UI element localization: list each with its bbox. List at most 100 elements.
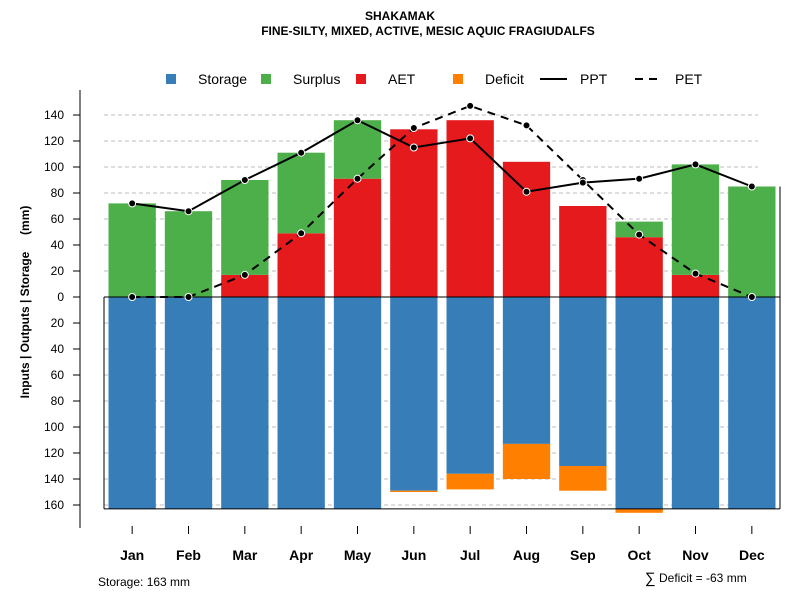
storage-bar (559, 297, 607, 466)
x-tick-label: Apr (289, 547, 314, 563)
y-tick-label: 40 (51, 238, 65, 252)
ppt-point (466, 134, 475, 143)
aet-bar (615, 237, 663, 297)
surplus-bar (164, 211, 213, 297)
legend-label-aet: AET (388, 71, 416, 87)
deficit-footer: Deficit = -63 mm (659, 571, 747, 585)
aet-bar (277, 233, 325, 297)
legend-label-storage: Storage (198, 71, 247, 87)
legend-label-pet: PET (675, 71, 703, 87)
surplus-bar (108, 203, 156, 297)
legend-swatch-surplus (261, 74, 271, 84)
aet-bar (446, 120, 494, 297)
ppt-point (691, 160, 700, 169)
storage-bar (221, 297, 269, 509)
ppt-point (578, 178, 587, 187)
pet-point (353, 174, 362, 183)
legend-swatch-storage (166, 74, 176, 84)
y-tick-label: 0 (57, 290, 64, 304)
y-axis-label: Inputs | Outputs | Storage (mm) (18, 206, 32, 399)
pet-point (128, 293, 137, 301)
ppt-line (132, 119, 753, 213)
y-tick-label: 40 (51, 342, 65, 356)
legend-swatch-deficit (453, 74, 463, 84)
ppt-point (297, 148, 306, 157)
aet-bar (333, 178, 382, 297)
y-tick-label: 120 (44, 446, 64, 460)
axes: 140 120 100 80 60 40 20 0 20 40 60 80 100 120 140 160 Ja… (44, 90, 781, 563)
aet-bar (390, 129, 438, 297)
storage-footer: Storage: 163 mm (98, 575, 190, 589)
x-tick-label: May (344, 547, 371, 563)
deficit-bar (390, 490, 438, 492)
pet-point (635, 230, 644, 239)
pet-point (240, 270, 249, 279)
legend-label-ppt: PPT (580, 71, 608, 87)
chart-title: SHAKAMAK (365, 9, 435, 23)
storage-bar (728, 297, 776, 509)
aet-bar (502, 161, 551, 297)
x-tick-label: Oct (627, 547, 651, 563)
y-tick-label: 60 (51, 368, 65, 382)
pet-point (691, 269, 700, 278)
surplus-bar (277, 152, 325, 234)
x-tick-label: Jan (120, 547, 144, 563)
grid-lines (104, 114, 758, 506)
storage-bar (671, 297, 720, 509)
y-tick-label: 80 (51, 186, 65, 200)
series-lines (128, 101, 756, 301)
storage-bar (615, 297, 663, 509)
x-tick-label: Jul (460, 547, 480, 563)
deficit-bar (502, 443, 551, 479)
aet-bar (671, 274, 720, 297)
legend-label-surplus: Surplus (293, 71, 340, 87)
ppt-point (240, 176, 249, 184)
storage-bar (390, 297, 438, 491)
pet-point (522, 121, 531, 130)
storage-bar (502, 297, 551, 444)
storage-bar (333, 297, 382, 509)
y-tick-label: 140 (44, 108, 64, 122)
x-tick-label: Mar (232, 547, 257, 563)
ppt-point (409, 143, 418, 152)
x-tick-label: Jun (401, 547, 426, 563)
ppt-point (353, 116, 362, 125)
x-tick-label: Nov (682, 547, 709, 563)
x-tick-label: Aug (513, 547, 540, 563)
y-tick-label: 20 (51, 316, 65, 330)
y-tick-label: 120 (44, 134, 64, 148)
storage-bar (277, 297, 325, 509)
y-tick-label: 100 (44, 420, 64, 434)
ppt-point (522, 187, 531, 196)
x-tick-label: Sep (570, 547, 596, 563)
surplus-bar (221, 180, 269, 275)
y-tick-label: 80 (51, 394, 65, 408)
pet-point (466, 101, 475, 110)
y-tick-label: 60 (51, 212, 65, 226)
sum-symbol: ∑ (645, 570, 656, 587)
ppt-point (128, 199, 137, 208)
chart-subtitle: FINE-SILTY, MIXED, ACTIVE, MESIC AQUIC F… (261, 24, 595, 38)
ppt-point (747, 182, 756, 191)
y-tick-label: 100 (44, 160, 64, 174)
surplus-bar (728, 186, 776, 297)
y-tick-label: 160 (44, 498, 64, 512)
storage-bar (108, 297, 156, 509)
deficit-bar (615, 508, 663, 513)
pet-point (184, 293, 193, 301)
storage-bar (164, 297, 213, 509)
pet-point (409, 124, 418, 132)
y-tick-label: 140 (44, 472, 64, 486)
surplus-bar (671, 164, 720, 275)
surplus-bar (615, 221, 663, 238)
deficit-bar (559, 466, 607, 491)
x-tick-label: Dec (739, 547, 765, 563)
pet-line (132, 104, 753, 298)
ppt-point (184, 207, 193, 216)
deficit-bar (446, 473, 494, 490)
y-tick-label: 20 (51, 264, 65, 278)
ppt-point (635, 174, 644, 183)
legend-label-deficit: Deficit (485, 71, 524, 87)
bars (108, 120, 776, 513)
